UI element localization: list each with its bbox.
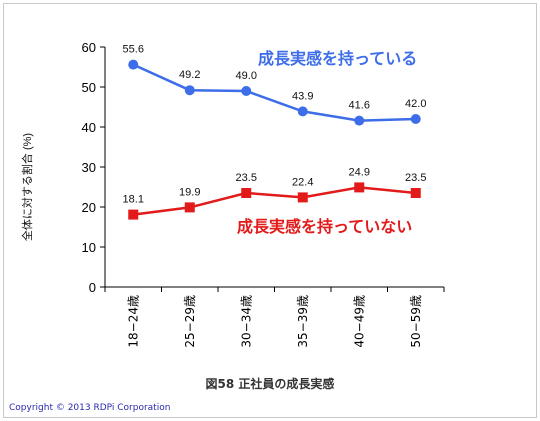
- x-tick-label: 18−24歳: [126, 295, 140, 348]
- x-tick-label: 35−39歳: [296, 295, 310, 348]
- y-tick-label: 0: [89, 280, 96, 295]
- data-label: 55.6: [123, 44, 144, 56]
- data-label: 22.4: [292, 176, 313, 188]
- y-axis-title: 全体に対する割合 (%): [22, 132, 34, 242]
- data-point: [297, 106, 308, 117]
- x-tick-label: 40−49歳: [352, 295, 366, 348]
- y-tick-label: 40: [82, 120, 96, 135]
- series-line-no-growth: [133, 186, 416, 216]
- data-label: 49.2: [179, 69, 200, 81]
- data-point: [184, 85, 195, 96]
- data-label: 24.9: [349, 166, 370, 178]
- series-label-has-growth: 成長実感を持っている: [258, 49, 418, 68]
- data-point: [410, 188, 421, 198]
- chart-frame: [3, 3, 537, 418]
- data-label: 18.1: [123, 194, 144, 206]
- data-label: 42.0: [405, 98, 426, 110]
- series-line-has-growth: [132, 63, 416, 122]
- data-point: [354, 182, 365, 193]
- x-tick-label: 25−29歳: [183, 295, 197, 348]
- x-tick-label: 30−34歳: [239, 295, 253, 348]
- y-tick-label: 50: [82, 80, 96, 95]
- data-point: [297, 192, 308, 203]
- y-tick-label: 10: [82, 240, 96, 255]
- series-label-no-growth: 成長実感を持っていない: [237, 217, 413, 236]
- copyright-text: Copyright © 2013 RDPi Corporation: [9, 403, 171, 413]
- data-point: [241, 86, 252, 96]
- y-tick-label: 30: [82, 160, 96, 175]
- data-point: [410, 114, 421, 124]
- y-tick-label: 60: [82, 40, 96, 55]
- data-point: [128, 209, 139, 220]
- data-label: 23.5: [236, 172, 257, 184]
- data-label: 49.0: [236, 70, 257, 82]
- data-label: 23.5: [405, 172, 426, 184]
- data-point: [354, 115, 365, 126]
- data-point: [184, 202, 195, 213]
- x-tick-label: 50−59歳: [409, 295, 423, 348]
- data-point: [128, 59, 139, 70]
- data-label: 41.6: [349, 100, 370, 112]
- figure-caption: 図58 正社員の成長実感: [205, 377, 335, 391]
- y-tick-label: 20: [82, 200, 96, 215]
- data-label: 43.9: [292, 90, 313, 102]
- data-label: 19.9: [179, 186, 200, 198]
- data-point: [241, 188, 252, 198]
